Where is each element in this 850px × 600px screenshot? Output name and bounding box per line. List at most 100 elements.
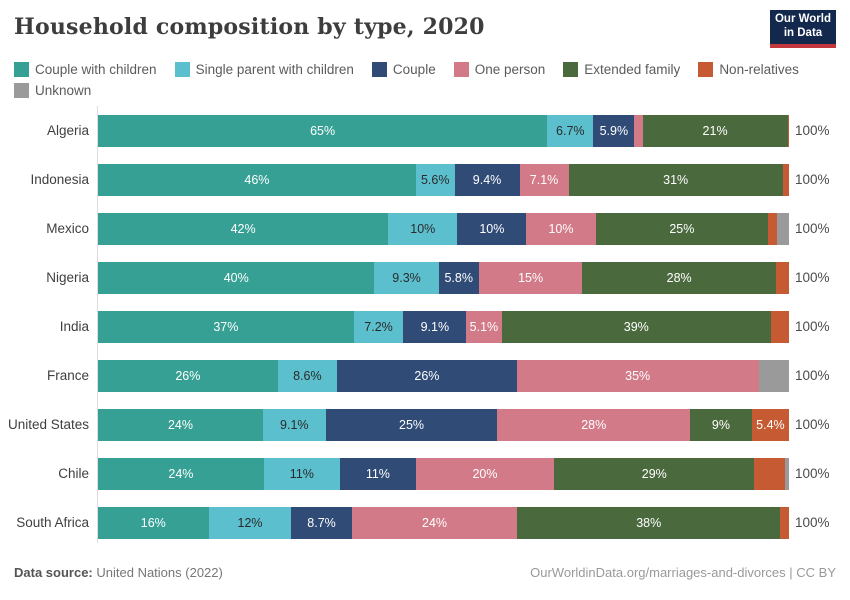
legend-item-label: Unknown xyxy=(35,83,92,98)
row-total: 100% xyxy=(795,515,830,530)
bar-segment[interactable]: 38% xyxy=(517,506,781,539)
bar-segment[interactable] xyxy=(784,457,790,490)
bar-segment[interactable]: 11% xyxy=(263,457,340,490)
bar-segment[interactable]: 28% xyxy=(582,261,776,294)
bar-segment[interactable]: 8.6% xyxy=(277,359,338,392)
row-total: 100% xyxy=(795,270,830,285)
bar-segment[interactable]: 46% xyxy=(98,163,416,196)
bar-segment[interactable]: 25% xyxy=(595,212,769,245)
country-label: Mexico xyxy=(46,221,89,236)
bar-segment[interactable] xyxy=(768,212,778,245)
country-label: India xyxy=(59,319,89,334)
bar-segment[interactable]: 5.9% xyxy=(593,114,635,147)
legend-item-single-parent-with-children[interactable]: Single parent with children xyxy=(174,62,354,77)
legend-swatch-icon xyxy=(14,62,29,77)
chart-row: United States 24% 9.1% 25% 28% 9% 5.4% 100% xyxy=(0,400,850,449)
bar-segment[interactable] xyxy=(754,457,785,490)
stacked-bar: 26% 8.6% 26% 35% xyxy=(98,359,789,392)
country-label: Indonesia xyxy=(30,172,89,187)
chart-row: Mexico 42% 10% 10% 10% 25% 100% xyxy=(0,204,850,253)
bar-segment[interactable] xyxy=(780,506,789,539)
bar-segment[interactable]: 31% xyxy=(568,163,783,196)
bar-segment[interactable]: 12% xyxy=(208,506,292,539)
legend-swatch-icon xyxy=(453,62,469,77)
bar-segment[interactable]: 9.4% xyxy=(454,163,520,196)
bar-segment[interactable]: 26% xyxy=(337,359,517,392)
bar-segment[interactable]: 16% xyxy=(98,506,209,539)
owid-logo-line1: Our World xyxy=(774,13,831,26)
bar-segment[interactable]: 29% xyxy=(554,457,755,490)
page-title: Household composition by type, 2020 xyxy=(14,14,485,40)
legend-item-label: Non-relatives xyxy=(719,62,799,77)
stacked-bar: 37% 7.2% 9.1% 5.1% 39% xyxy=(98,310,789,343)
legend-item-unknown[interactable]: Unknown xyxy=(14,83,91,98)
bar-segment[interactable]: 5.4% xyxy=(751,408,789,441)
bar-segment[interactable]: 7.1% xyxy=(519,163,569,196)
bar-segment[interactable]: 24% xyxy=(98,457,264,490)
legend-swatch-icon xyxy=(698,62,714,77)
bar-segment[interactable] xyxy=(771,310,789,343)
bar-segment[interactable]: 6.7% xyxy=(547,114,594,147)
bar-segment[interactable]: 24% xyxy=(351,506,518,539)
bar-segment[interactable]: 26% xyxy=(98,359,278,392)
bar-segment[interactable] xyxy=(787,114,789,147)
bar-segment[interactable] xyxy=(777,212,789,245)
chart-row: France 26% 8.6% 26% 35% 100% xyxy=(0,351,850,400)
bar-segment[interactable] xyxy=(782,163,789,196)
bar-segment[interactable]: 15% xyxy=(478,261,583,294)
legend-swatch-icon xyxy=(14,83,29,98)
bar-segment[interactable]: 37% xyxy=(98,310,354,343)
y-axis-line xyxy=(97,106,98,543)
row-total: 100% xyxy=(795,368,830,383)
legend-item-extended-family[interactable]: Extended family xyxy=(563,62,680,77)
bar-segment[interactable]: 10% xyxy=(457,212,527,245)
bar-segment[interactable]: 5.6% xyxy=(415,163,455,196)
bar-segment[interactable]: 9.1% xyxy=(263,408,326,441)
bar-segment[interactable]: 21% xyxy=(642,114,788,147)
chart-footer: Data source: United Nations (2022) OurWo… xyxy=(14,565,836,580)
bar-segment[interactable]: 9.3% xyxy=(374,261,439,294)
row-total: 100% xyxy=(795,123,830,138)
bar-segment[interactable]: 5.8% xyxy=(438,261,479,294)
chart-row: Algeria 65% 6.7% 5.9% 21% 100% xyxy=(0,106,850,155)
bar-segment[interactable] xyxy=(634,114,643,147)
legend-item-label: Single parent with children xyxy=(195,62,354,77)
bar-segment[interactable] xyxy=(775,261,790,294)
stacked-bar: 42% 10% 10% 10% 25% xyxy=(98,212,789,245)
row-total: 100% xyxy=(795,172,830,187)
bar-segment[interactable]: 10% xyxy=(388,212,458,245)
legend-item-non-relatives[interactable]: Non-relatives xyxy=(698,62,799,77)
bar-segment[interactable]: 9% xyxy=(689,408,752,441)
bar-segment[interactable]: 7.2% xyxy=(353,310,404,343)
bar-segment[interactable]: 39% xyxy=(501,310,772,343)
country-label: Algeria xyxy=(46,123,89,138)
bar-segment[interactable]: 25% xyxy=(325,408,498,441)
stacked-bar: 24% 9.1% 25% 28% 9% 5.4% xyxy=(98,408,789,441)
legend-item-one-person[interactable]: One person xyxy=(453,62,545,77)
owid-logo-line2: in Data xyxy=(783,27,823,39)
data-source-value: United Nations (2022) xyxy=(96,565,223,580)
legend-item-label: Couple with children xyxy=(35,62,157,77)
bar-segment[interactable]: 20% xyxy=(415,457,555,490)
stacked-bar: 65% 6.7% 5.9% 21% xyxy=(98,114,789,147)
legend-item-couple[interactable]: Couple xyxy=(371,62,436,77)
legend-item-couple-with-children[interactable]: Couple with children xyxy=(14,62,157,77)
bar-segment[interactable]: 11% xyxy=(339,457,416,490)
bar-segment[interactable]: 24% xyxy=(98,408,264,441)
bar-segment[interactable] xyxy=(758,359,789,392)
bar-segment[interactable]: 40% xyxy=(98,261,375,294)
license-note: OurWorldinData.org/marriages-and-divorce… xyxy=(530,565,836,580)
bar-segment[interactable]: 5.1% xyxy=(466,310,502,343)
bar-segment[interactable]: 8.7% xyxy=(291,506,352,539)
bar-segment[interactable]: 28% xyxy=(497,408,690,441)
bar-segment[interactable]: 65% xyxy=(98,114,548,147)
owid-logo: Our World in Data xyxy=(770,10,836,48)
bar-segment[interactable]: 9.1% xyxy=(403,310,467,343)
stacked-bar-chart: Algeria 65% 6.7% 5.9% 21% 100% Indonesia 46% 5.6… xyxy=(0,106,850,547)
row-total: 100% xyxy=(795,466,830,481)
chart-header: Household composition by type, 2020 Our … xyxy=(0,0,850,48)
bar-segment[interactable]: 35% xyxy=(516,359,759,392)
bar-segment[interactable]: 10% xyxy=(526,212,596,245)
legend-swatch-icon xyxy=(371,62,387,77)
bar-segment[interactable]: 42% xyxy=(98,212,389,245)
